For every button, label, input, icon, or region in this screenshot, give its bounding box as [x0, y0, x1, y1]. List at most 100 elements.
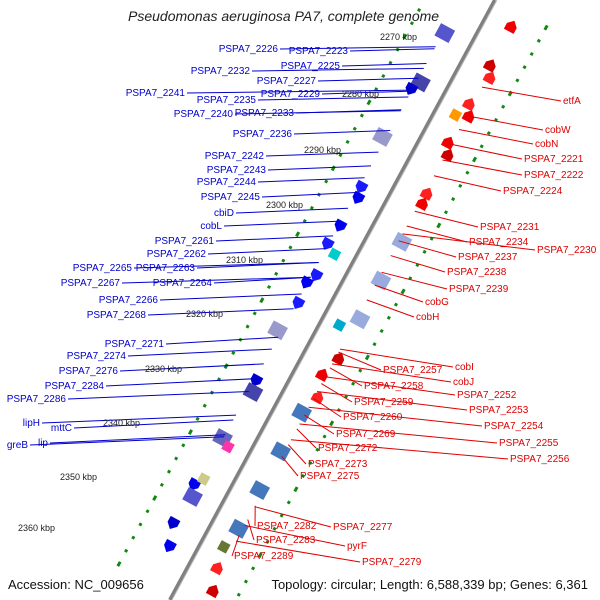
forward-gene-label[interactable]: lipH — [23, 418, 40, 429]
reverse-gene-label[interactable]: PSPA7_2279 — [362, 557, 422, 568]
forward-gene-label[interactable]: greB — [7, 440, 28, 451]
reverse-gene-label[interactable]: PSPA7_2254 — [484, 421, 544, 432]
reverse-gene-label[interactable]: PSPA7_2231 — [480, 222, 540, 233]
reverse-gene-label[interactable]: PSPA7_2269 — [336, 429, 396, 440]
forward-gene-label[interactable]: PSPA7_2243 — [207, 165, 267, 176]
reverse-gene-label[interactable]: PSPA7_2289 — [234, 551, 294, 562]
forward-gene-label[interactable]: PSPA7_2262 — [147, 249, 207, 260]
gene-block[interactable] — [327, 247, 342, 262]
gene-block[interactable] — [291, 402, 313, 423]
gene-block[interactable] — [448, 108, 463, 122]
gene-block[interactable] — [242, 382, 264, 403]
forward-gene-label[interactable]: PSPA7_2225 — [281, 61, 341, 72]
reverse-gene-label[interactable]: PSPA7_2256 — [510, 454, 570, 465]
forward-gene-label[interactable]: PSPA7_2286 — [7, 394, 67, 405]
forward-gene-label[interactable]: PSPA7_2266 — [99, 295, 159, 306]
gene-arrow[interactable] — [461, 98, 475, 112]
forward-gene-label[interactable]: PSPA7_2263 — [136, 263, 196, 274]
gene-arrow[interactable] — [310, 391, 324, 405]
gene-block[interactable] — [221, 439, 235, 454]
gene-block[interactable] — [217, 540, 231, 554]
forward-gene-label[interactable]: PSPA7_2227 — [257, 76, 317, 87]
forward-gene-label[interactable]: PSPA7_2265 — [73, 263, 133, 274]
gene-block[interactable] — [349, 309, 371, 330]
gene-block[interactable] — [249, 480, 271, 501]
gene-arrow[interactable] — [292, 295, 306, 309]
reverse-gene-label[interactable]: PSPA7_2230 — [537, 245, 597, 256]
gene-arrow[interactable] — [461, 110, 475, 124]
gene-arrow[interactable] — [167, 515, 181, 529]
forward-gene-label[interactable]: PSPA7_2242 — [205, 151, 265, 162]
forward-gene-label[interactable]: PSPA7_2276 — [59, 366, 119, 377]
reverse-gene-label[interactable]: PSPA7_2238 — [447, 267, 507, 278]
forward-gene-label[interactable]: PSPA7_2271 — [105, 339, 165, 350]
reverse-gene-label[interactable]: PSPA7_2253 — [469, 405, 529, 416]
reverse-gene-label[interactable]: PSPA7_2275 — [300, 471, 360, 482]
gene-arrow[interactable] — [310, 268, 324, 282]
reverse-gene-label[interactable]: cobN — [535, 139, 558, 150]
reverse-gene-label[interactable]: PSPA7_2252 — [457, 390, 517, 401]
forward-gene-label[interactable]: lip — [38, 438, 48, 449]
gene-block[interactable] — [267, 320, 288, 341]
gene-arrow[interactable] — [250, 373, 264, 387]
gene-block[interactable] — [270, 441, 292, 462]
forward-gene-label[interactable]: cobL — [200, 221, 222, 232]
reverse-gene-label[interactable]: cobH — [416, 312, 439, 323]
gene-arrow[interactable] — [321, 236, 335, 250]
reverse-gene-label[interactable]: PSPA7_2260 — [343, 412, 403, 423]
forward-gene-label[interactable]: PSPA7_2268 — [87, 310, 147, 321]
forward-gene-label[interactable]: PSPA7_2241 — [126, 88, 186, 99]
forward-gene-label[interactable]: PSPA7_2232 — [191, 66, 251, 77]
gene-arrow[interactable] — [301, 275, 314, 289]
forward-gene-label[interactable]: PSPA7_2244 — [197, 177, 257, 188]
forward-gene-label[interactable]: PSPA7_2223 — [289, 46, 349, 57]
gene-block[interactable] — [228, 518, 250, 539]
reverse-gene-label[interactable]: PSPA7_2258 — [364, 381, 424, 392]
gene-arrow[interactable] — [482, 71, 496, 85]
gene-block[interactable] — [372, 126, 393, 147]
forward-gene-label[interactable]: PSPA7_2235 — [197, 95, 257, 106]
gene-arrow[interactable] — [352, 190, 366, 204]
reverse-gene-label[interactable]: PSPA7_2272 — [318, 443, 378, 454]
gene-arrow[interactable] — [355, 179, 369, 193]
forward-gene-label[interactable]: PSPA7_2274 — [67, 351, 127, 362]
reverse-gene-label[interactable]: PSPA7_2237 — [458, 252, 518, 263]
forward-gene-label[interactable]: PSPA7_2236 — [233, 129, 293, 140]
reverse-gene-label[interactable]: PSPA7_2282 — [257, 521, 317, 532]
forward-gene-label[interactable]: PSPA7_2226 — [219, 44, 279, 55]
reverse-gene-label[interactable]: PSPA7_2257 — [383, 365, 443, 376]
reverse-gene-label[interactable]: PSPA7_2277 — [333, 522, 393, 533]
reverse-gene-label[interactable]: cobG — [425, 297, 449, 308]
reverse-gene-label[interactable]: PSPA7_2222 — [524, 170, 584, 181]
forward-gene-label[interactable]: PSPA7_2245 — [201, 192, 261, 203]
reverse-gene-label[interactable]: cobW — [545, 125, 571, 136]
gene-arrow[interactable] — [205, 584, 219, 599]
reverse-gene-label[interactable]: PSPA7_2273 — [308, 459, 368, 470]
reverse-gene-label[interactable]: etfA — [563, 96, 581, 107]
reverse-gene-label[interactable]: cobJ — [453, 377, 474, 388]
gene-arrow[interactable] — [209, 562, 223, 576]
gene-block[interactable] — [182, 486, 203, 507]
forward-gene-label[interactable]: PSPA7_2240 — [174, 109, 234, 120]
gene-block[interactable] — [434, 23, 456, 44]
gene-arrow[interactable] — [482, 59, 496, 73]
gene-arrow[interactable] — [415, 197, 428, 212]
gene-arrow[interactable] — [314, 368, 328, 382]
gene-arrow[interactable] — [164, 538, 177, 553]
forward-gene-label[interactable]: PSPA7_2264 — [153, 278, 213, 289]
gene-arrow[interactable] — [334, 218, 348, 232]
forward-gene-label[interactable]: PSPA7_2229 — [261, 89, 321, 100]
forward-gene-label[interactable]: cbiD — [214, 208, 234, 219]
reverse-gene-label[interactable]: PSPA7_2234 — [469, 237, 529, 248]
forward-gene-label[interactable]: mttC — [51, 423, 72, 434]
gene-arrow[interactable] — [419, 187, 433, 201]
reverse-gene-label[interactable]: PSPA7_2224 — [503, 186, 563, 197]
reverse-gene-label[interactable]: PSPA7_2255 — [499, 438, 559, 449]
gene-arrow[interactable] — [440, 149, 454, 163]
gene-block[interactable] — [196, 472, 211, 486]
reverse-gene-label[interactable]: cobI — [455, 362, 474, 373]
gene-arrow[interactable] — [440, 136, 454, 150]
forward-gene-label[interactable]: PSPA7_2261 — [155, 236, 215, 247]
reverse-gene-label[interactable]: pyrF — [347, 541, 367, 552]
